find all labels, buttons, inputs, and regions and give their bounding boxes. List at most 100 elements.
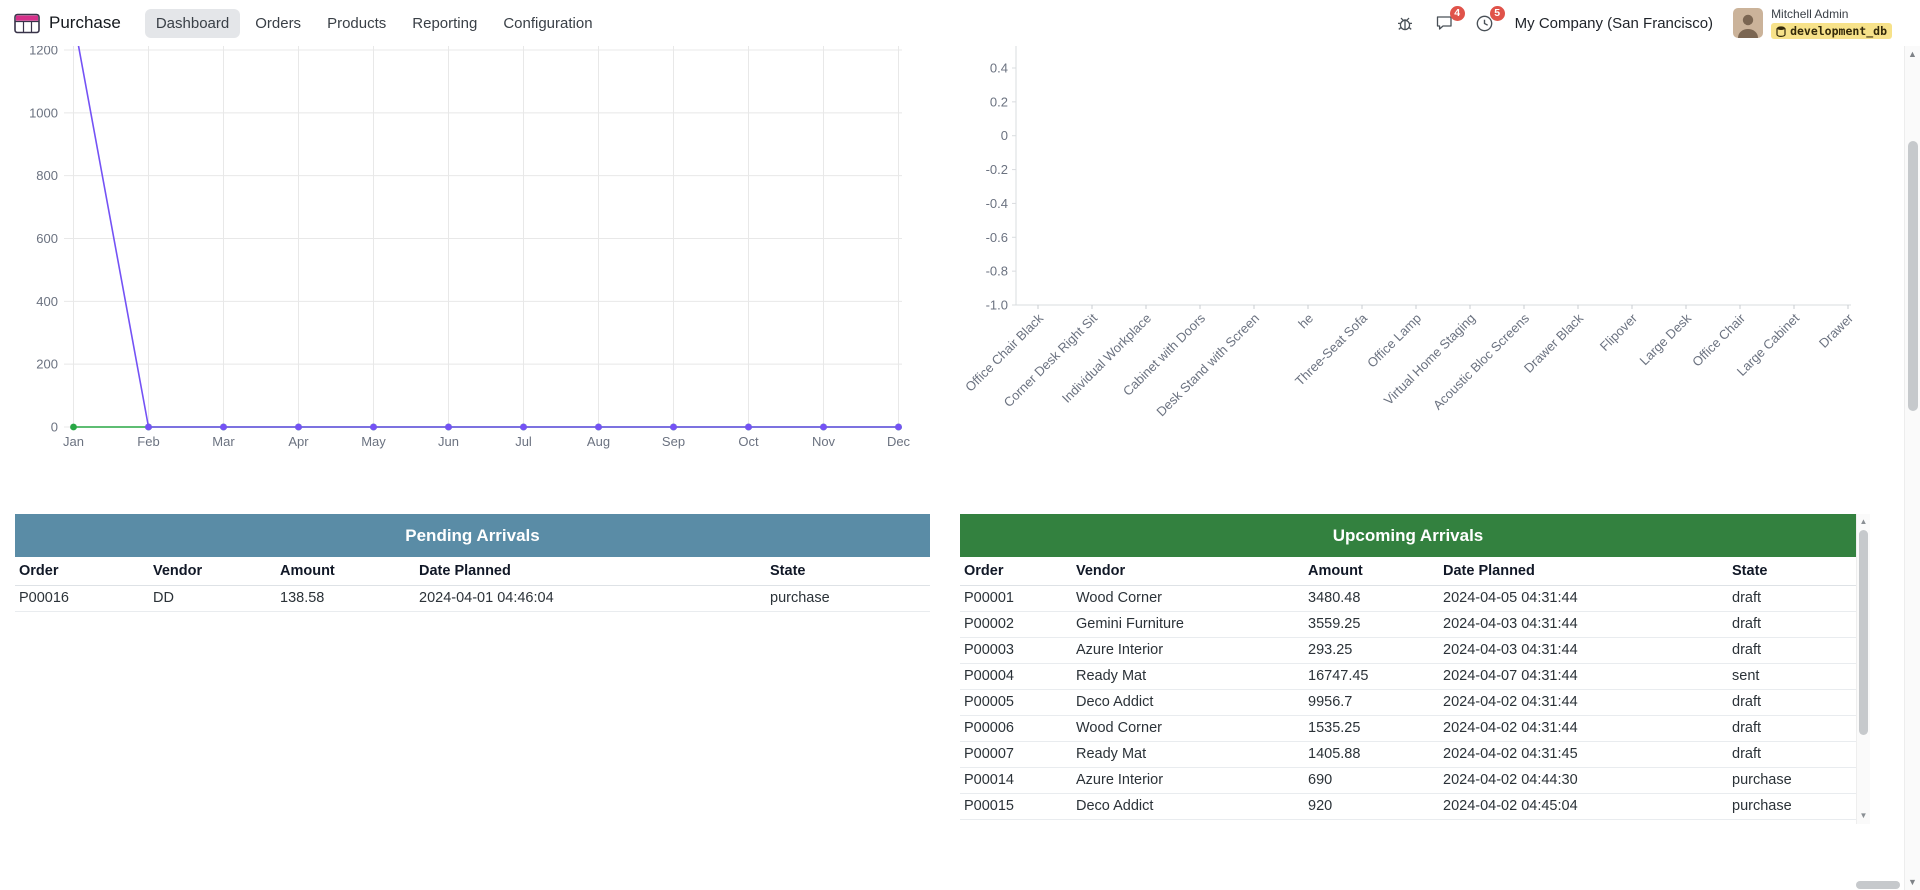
messages-icon[interactable]: 4 [1435, 13, 1455, 33]
table-row[interactable]: P00004Ready Mat16747.452024-04-07 04:31:… [960, 664, 1856, 690]
table-header-row: OrderVendorAmountDate PlannedState [960, 557, 1856, 586]
upcoming-table-scrollbar[interactable]: ▲ ▼ [1856, 514, 1870, 824]
page-scroll-down-icon[interactable]: ▼ [1905, 877, 1920, 887]
table-cell: Wood Corner [1072, 716, 1304, 742]
svg-text:-0.8: -0.8 [986, 264, 1008, 279]
scroll-down-arrow-icon[interactable]: ▼ [1857, 811, 1870, 820]
activities-icon[interactable]: 5 [1475, 13, 1495, 33]
nav-item-orders[interactable]: Orders [244, 9, 312, 38]
database-name: development_db [1790, 24, 1887, 38]
table-cell: purchase [766, 586, 930, 612]
table-row[interactable]: P00016DD138.582024-04-01 04:46:04purchas… [15, 586, 930, 612]
table-cell: 1405.88 [1304, 742, 1439, 768]
table-cell: Wood Corner [1072, 586, 1304, 612]
table-cell: purchase [1728, 820, 1856, 825]
table-cell: purchase [1728, 794, 1856, 820]
table-cell: Deco Addict [1072, 794, 1304, 820]
table-cell: draft [1728, 586, 1856, 612]
svg-text:Nov: Nov [812, 434, 836, 449]
table-cell: 2024-04-03 04:31:44 [1439, 638, 1728, 664]
activities-badge: 5 [1490, 6, 1505, 21]
user-menu[interactable]: Mitchell Admin development_db [1733, 7, 1892, 39]
svg-text:0: 0 [51, 420, 58, 435]
table-row[interactable]: P00001Wood Corner3480.482024-04-05 04:31… [960, 586, 1856, 612]
table-cell: Azure Interior [1072, 768, 1304, 794]
svg-text:Large Desk: Large Desk [1637, 310, 1695, 368]
table-cell: sent [1728, 664, 1856, 690]
table-cell: draft [1728, 716, 1856, 742]
page-root: { "nav": { "app_name": "Purchase", "item… [0, 0, 1920, 890]
scrollbar-thumb[interactable] [1859, 530, 1868, 735]
table-cell: P00001 [960, 586, 1072, 612]
nav-item-dashboard[interactable]: Dashboard [145, 9, 240, 38]
nav-item-reporting[interactable]: Reporting [401, 9, 488, 38]
nav-menu: DashboardOrdersProductsReportingConfigur… [145, 9, 604, 38]
table-cell: P00007 [960, 742, 1072, 768]
table-cell: P00015 [960, 794, 1072, 820]
svg-text:0.2: 0.2 [990, 94, 1008, 109]
table-row[interactable]: P00003Azure Interior293.252024-04-03 04:… [960, 638, 1856, 664]
column-header: Amount [276, 557, 415, 586]
table-row[interactable]: P00002Gemini Furniture3559.252024-04-03 … [960, 612, 1856, 638]
table-cell: 16747.45 [1304, 664, 1439, 690]
table-row[interactable]: P00014Azure Interior6902024-04-02 04:44:… [960, 768, 1856, 794]
svg-text:200: 200 [36, 357, 58, 372]
svg-text:Virtual Home Staging: Virtual Home Staging [1381, 311, 1478, 408]
svg-text:Jul: Jul [515, 434, 532, 449]
table-row[interactable]: P00006Wood Corner1535.252024-04-02 04:31… [960, 716, 1856, 742]
company-selector[interactable]: My Company (San Francisco) [1515, 15, 1713, 32]
svg-text:Jan: Jan [63, 434, 84, 449]
svg-text:0: 0 [1001, 128, 1008, 143]
svg-text:400: 400 [36, 294, 58, 309]
svg-text:-1.0: -1.0 [986, 298, 1008, 313]
svg-text:Aug: Aug [587, 434, 610, 449]
table-cell: 2024-04-02 04:31:44 [1439, 716, 1728, 742]
table-cell: 2024-04-03 04:31:44 [1439, 612, 1728, 638]
table-cell: 2024-04-02 04:45:04 [1439, 794, 1728, 820]
table-cell: Deco Addict [1072, 690, 1304, 716]
products-bar-chart: 0.40.20-0.2-0.4-0.6-0.8-1.0Office Chair … [958, 46, 1863, 458]
table-cell: Ready Mat [1072, 742, 1304, 768]
table-row[interactable]: P00017DD140.52024-04-02 04:47:56purchase [960, 820, 1856, 825]
table-header-row: OrderVendorAmountDate PlannedState [15, 557, 930, 586]
horizontal-scrollbar-thumb[interactable] [1856, 881, 1900, 889]
column-header: Vendor [149, 557, 276, 586]
table-cell: P00006 [960, 716, 1072, 742]
table-cell: draft [1728, 612, 1856, 638]
svg-text:Apr: Apr [288, 434, 309, 449]
app-switcher[interactable]: Purchase [14, 13, 121, 34]
app-name[interactable]: Purchase [49, 13, 121, 33]
table-row[interactable]: P00005Deco Addict9956.72024-04-02 04:31:… [960, 690, 1856, 716]
page-scrollbar-thumb[interactable] [1908, 141, 1918, 411]
table-cell: P00003 [960, 638, 1072, 664]
column-header: Date Planned [1439, 557, 1728, 586]
svg-text:-0.2: -0.2 [986, 162, 1008, 177]
table-cell: 3559.25 [1304, 612, 1439, 638]
nav-item-configuration[interactable]: Configuration [492, 9, 603, 38]
table-cell: 1535.25 [1304, 716, 1439, 742]
table-row[interactable]: P00015Deco Addict9202024-04-02 04:45:04p… [960, 794, 1856, 820]
nav-item-products[interactable]: Products [316, 9, 397, 38]
table-cell: 138.58 [276, 586, 415, 612]
upcoming-arrivals-title: Upcoming Arrivals [960, 514, 1856, 557]
page-scrollbar[interactable]: ▲ ▼ [1904, 46, 1920, 890]
table-cell: DD [149, 586, 276, 612]
table-cell: 3480.48 [1304, 586, 1439, 612]
table-cell: 920 [1304, 794, 1439, 820]
page-scroll-up-icon[interactable]: ▲ [1905, 49, 1920, 59]
svg-text:Jun: Jun [438, 434, 459, 449]
table-row[interactable]: P00007Ready Mat1405.882024-04-02 04:31:4… [960, 742, 1856, 768]
orders-line-chart: 020040060080010001200JanFebMarAprMayJunJ… [12, 46, 922, 458]
upcoming-arrivals-table: OrderVendorAmountDate PlannedStateP00001… [960, 557, 1856, 824]
messages-badge: 4 [1450, 6, 1465, 21]
pending-arrivals-table: OrderVendorAmountDate PlannedStateP00016… [15, 557, 930, 612]
column-header: State [766, 557, 930, 586]
column-header: State [1728, 557, 1856, 586]
upcoming-arrivals-panel: Upcoming Arrivals OrderVendorAmountDate … [960, 514, 1870, 824]
scroll-up-arrow-icon[interactable]: ▲ [1857, 517, 1870, 526]
debug-icon[interactable] [1395, 13, 1415, 33]
table-cell: 293.25 [1304, 638, 1439, 664]
table-cell: 2024-04-02 04:44:30 [1439, 768, 1728, 794]
user-info: Mitchell Admin development_db [1771, 7, 1892, 39]
table-cell: P00005 [960, 690, 1072, 716]
